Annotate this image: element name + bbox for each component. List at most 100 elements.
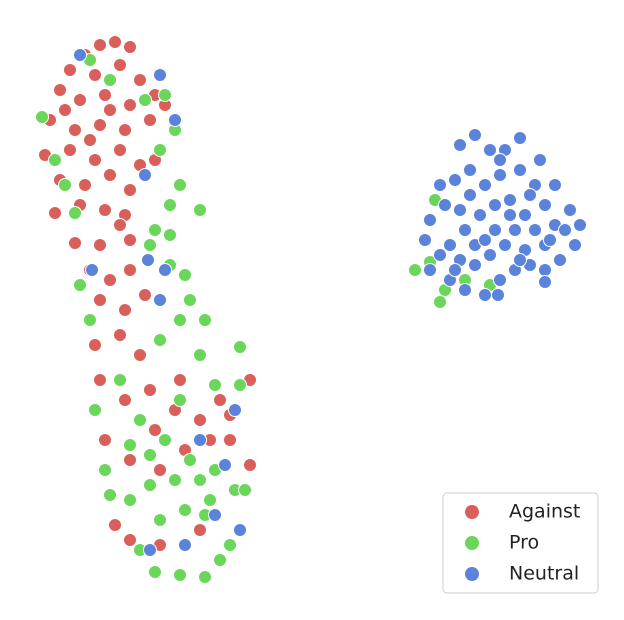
point: [148, 565, 162, 579]
point: [158, 88, 172, 102]
point: [488, 223, 502, 237]
point: [418, 233, 432, 247]
point: [138, 288, 152, 302]
points: [35, 35, 587, 584]
point: [208, 508, 222, 522]
point: [53, 83, 67, 97]
legend-marker: [465, 505, 479, 519]
point: [193, 348, 207, 362]
point: [193, 203, 207, 217]
point: [103, 273, 117, 287]
point: [548, 178, 562, 192]
point: [168, 113, 182, 127]
point: [448, 173, 462, 187]
point: [143, 448, 157, 462]
point: [233, 378, 247, 392]
point: [553, 253, 567, 267]
point: [508, 223, 522, 237]
point: [73, 48, 87, 62]
point: [68, 236, 82, 250]
point: [488, 198, 502, 212]
point: [143, 113, 157, 127]
point: [448, 263, 462, 277]
point: [573, 218, 587, 232]
point: [113, 328, 127, 342]
point: [238, 483, 252, 497]
point: [153, 293, 167, 307]
point: [85, 263, 99, 277]
point: [163, 228, 177, 242]
point: [93, 373, 107, 387]
point: [493, 168, 507, 182]
point: [193, 413, 207, 427]
point: [113, 143, 127, 157]
point: [223, 538, 237, 552]
point: [98, 88, 112, 102]
point: [493, 153, 507, 167]
point: [233, 523, 247, 537]
point: [223, 433, 237, 447]
point: [228, 403, 242, 417]
point: [433, 248, 447, 262]
point: [88, 338, 102, 352]
point: [141, 253, 155, 267]
legend: Against Pro Neutral: [442, 492, 599, 594]
point: [463, 163, 477, 177]
point: [503, 208, 517, 222]
point: [123, 40, 137, 54]
point: [513, 163, 527, 177]
legend-label: Pro: [509, 532, 539, 554]
point: [463, 188, 477, 202]
point: [103, 168, 117, 182]
legend-marker: [465, 567, 479, 581]
point: [48, 153, 62, 167]
point: [63, 143, 77, 157]
legend-label: Neutral: [509, 563, 579, 585]
point: [163, 198, 177, 212]
point: [88, 403, 102, 417]
legend-box: [442, 492, 599, 594]
point: [193, 473, 207, 487]
point: [93, 118, 107, 132]
point: [83, 313, 97, 327]
point: [98, 433, 112, 447]
point: [153, 143, 167, 157]
point: [208, 378, 222, 392]
point: [113, 373, 127, 387]
point: [78, 178, 92, 192]
point: [58, 103, 72, 117]
point: [73, 93, 87, 107]
point: [193, 523, 207, 537]
point: [58, 178, 72, 192]
point: [123, 98, 137, 112]
point: [113, 58, 127, 72]
point: [173, 373, 187, 387]
point: [88, 153, 102, 167]
point: [478, 178, 492, 192]
point: [118, 123, 132, 137]
point: [123, 438, 137, 452]
point: [493, 273, 507, 287]
legend-marker: [465, 536, 479, 550]
point: [153, 333, 167, 347]
point: [433, 178, 447, 192]
point: [491, 288, 505, 302]
point: [123, 493, 137, 507]
point: [143, 478, 157, 492]
point: [523, 188, 537, 202]
point: [108, 518, 122, 532]
point: [198, 313, 212, 327]
point: [93, 238, 107, 252]
point: [483, 143, 497, 157]
point: [408, 263, 422, 277]
point: [503, 193, 517, 207]
point: [483, 248, 497, 262]
point: [458, 223, 472, 237]
point: [103, 488, 117, 502]
point: [513, 253, 527, 267]
point: [103, 103, 117, 117]
point: [203, 493, 217, 507]
point: [123, 533, 137, 547]
point: [213, 393, 227, 407]
point: [453, 138, 467, 152]
